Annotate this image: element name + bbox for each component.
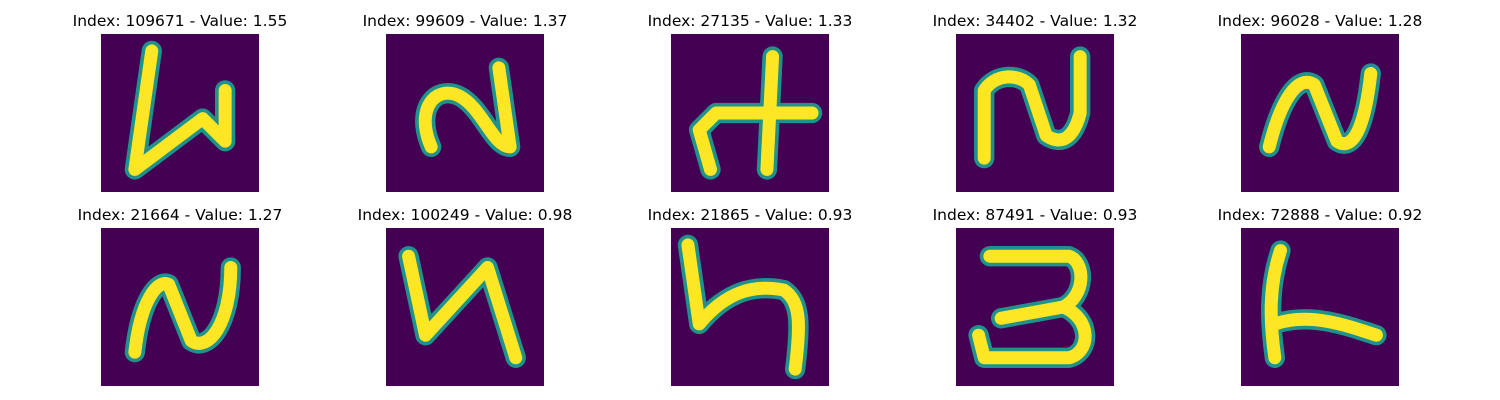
panel-6: Index: 21664 - Value: 1.27: [60, 204, 300, 394]
digit-image: [671, 34, 829, 192]
panel-title: Index: 109671 - Value: 1.55: [72, 12, 288, 30]
panel-2: Index: 99609 - Value: 1.37: [345, 10, 585, 200]
panel-title: Index: 34402 - Value: 1.32: [932, 12, 1138, 30]
panel-1: Index: 109671 - Value: 1.55: [60, 10, 300, 200]
panel-5: Index: 96028 - Value: 1.28: [1200, 10, 1440, 200]
panel-9: Index: 87491 - Value: 0.93: [915, 204, 1155, 394]
digit-image: [671, 228, 829, 386]
digit-image: [386, 34, 544, 192]
digit-image: [956, 34, 1114, 192]
panel-7: Index: 100249 - Value: 0.98: [345, 204, 585, 394]
digit-stroke: [1261, 240, 1387, 368]
panel-10: Index: 72888 - Value: 0.92: [1200, 204, 1440, 394]
panel-title: Index: 87491 - Value: 0.93: [932, 206, 1138, 224]
digit-stroke: [398, 246, 526, 368]
panel-title: Index: 99609 - Value: 1.37: [362, 12, 568, 30]
image-background: [101, 34, 259, 192]
digit-image: [1241, 34, 1399, 192]
digit-image: [956, 228, 1114, 386]
digit-stroke: [1259, 63, 1381, 158]
panel-title: Index: 72888 - Value: 0.92: [1217, 206, 1423, 224]
panel-3: Index: 27135 - Value: 1.33: [630, 10, 870, 200]
digit-image: [101, 34, 259, 192]
digit-stroke: [968, 246, 1096, 368]
panel-title: Index: 27135 - Value: 1.33: [647, 12, 853, 30]
digit-image: [1241, 228, 1399, 386]
panel-title: Index: 21664 - Value: 1.27: [77, 206, 283, 224]
digit-image: [101, 228, 259, 386]
panel-title: Index: 21865 - Value: 0.93: [647, 206, 853, 224]
panel-4: Index: 34402 - Value: 1.32: [915, 10, 1155, 200]
digit-stroke: [124, 257, 241, 363]
digit-stroke: [974, 46, 1091, 169]
panel-title: Index: 100249 - Value: 0.98: [357, 206, 573, 224]
digit-stroke: [677, 234, 809, 380]
panel-title: Index: 96028 - Value: 1.28: [1217, 12, 1423, 30]
digit-stroke: [689, 46, 823, 180]
panel-8: Index: 21865 - Value: 0.93: [630, 204, 870, 394]
digit-stroke: [415, 57, 521, 158]
digit-image: [386, 228, 544, 386]
digit-stroke: [124, 40, 236, 180]
